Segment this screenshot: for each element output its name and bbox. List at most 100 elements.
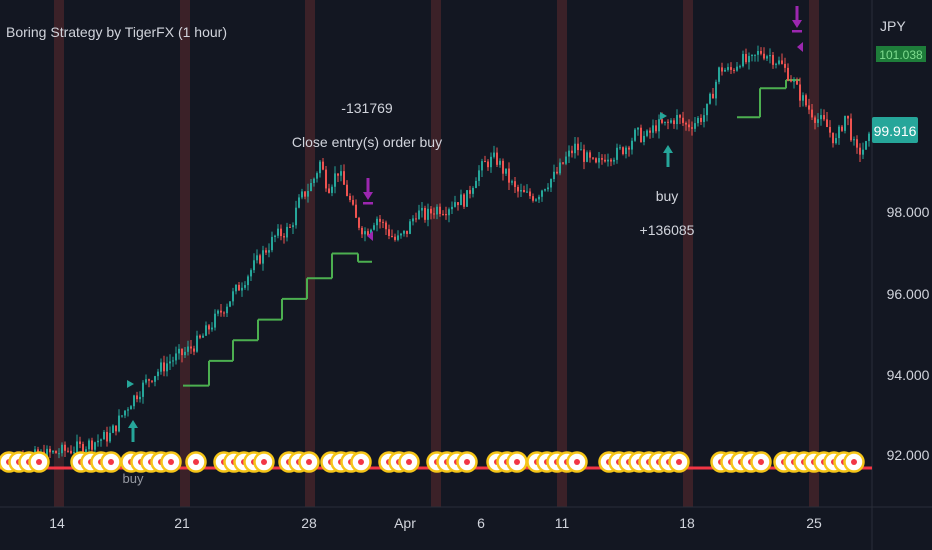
candle-body xyxy=(652,125,654,133)
candle-body xyxy=(436,206,438,215)
candle-body xyxy=(157,371,159,377)
candle-body xyxy=(811,109,813,118)
candle-body xyxy=(328,188,330,193)
candle-body xyxy=(319,161,321,174)
candle-body xyxy=(646,130,648,136)
candle-body xyxy=(550,179,552,188)
candle-body xyxy=(124,410,126,416)
candle-body xyxy=(262,250,264,264)
x-tick-label: 18 xyxy=(679,515,695,531)
candle-body xyxy=(583,149,585,162)
candle-body xyxy=(796,80,798,85)
candle-body xyxy=(664,121,666,123)
candle-body xyxy=(724,69,726,72)
candle-body xyxy=(850,118,852,141)
candle-body xyxy=(613,159,615,162)
candle-body xyxy=(742,53,744,67)
candle-body xyxy=(166,363,168,372)
candle-body xyxy=(274,235,276,237)
candle-body xyxy=(562,162,564,164)
candle-body xyxy=(733,69,735,71)
candle-body xyxy=(610,159,612,162)
candle-body xyxy=(499,160,501,165)
buy-arrow-icon xyxy=(128,420,138,442)
session-band xyxy=(557,0,567,507)
candle-body xyxy=(286,226,288,238)
candle-body xyxy=(196,335,198,352)
candle-body xyxy=(358,217,360,228)
candle-body xyxy=(307,191,309,197)
candle-body xyxy=(217,310,219,314)
candle-body xyxy=(289,226,291,228)
x-tick-label: Apr xyxy=(394,515,416,531)
y-tick-label: 98.000 xyxy=(887,204,930,220)
candle-body xyxy=(343,171,345,185)
candle-body xyxy=(469,190,471,194)
candle-body xyxy=(61,444,63,454)
candle-body xyxy=(601,158,603,160)
candle-body xyxy=(478,170,480,181)
candle-body xyxy=(370,229,372,236)
candle-body xyxy=(340,171,342,176)
candle-body xyxy=(859,147,861,155)
candle-body xyxy=(457,202,459,206)
candle-body xyxy=(391,235,393,237)
candle-body xyxy=(481,161,483,171)
candle-body xyxy=(523,189,525,193)
x-tick-label: 21 xyxy=(174,515,190,531)
candle-body xyxy=(841,126,843,131)
candle-body xyxy=(364,231,366,235)
y-tick-label: 92.000 xyxy=(887,447,930,463)
signal-circle-dot xyxy=(306,459,312,465)
candle-body xyxy=(649,130,651,133)
candle-body xyxy=(91,440,93,450)
candle-body xyxy=(100,439,102,441)
candle-body xyxy=(451,206,453,210)
candle-body xyxy=(520,189,522,192)
candle-body xyxy=(793,80,795,82)
y-tick-label: 94.000 xyxy=(887,367,930,383)
entry-flag-icon xyxy=(660,112,667,120)
candle-body xyxy=(349,195,351,200)
candle-body xyxy=(820,115,822,120)
candle-body xyxy=(778,60,780,64)
candle-body xyxy=(265,250,267,253)
candle-body xyxy=(388,229,390,236)
signal-circle-dot xyxy=(261,459,267,465)
candle-body xyxy=(592,157,594,159)
candle-body xyxy=(301,191,303,198)
candle-body xyxy=(337,173,339,176)
candle-body xyxy=(784,63,786,68)
candle-body xyxy=(745,53,747,63)
candle-body xyxy=(214,313,216,328)
entry-flag-icon xyxy=(127,380,134,388)
candle-body xyxy=(373,225,375,230)
candle-body xyxy=(598,158,600,163)
candle-body xyxy=(277,228,279,236)
exit-arrow-icon xyxy=(792,6,802,28)
candle-body xyxy=(334,173,336,187)
candle-body xyxy=(208,325,210,330)
candle-body xyxy=(142,382,144,397)
exit-bar xyxy=(792,30,802,33)
candle-body xyxy=(454,202,456,207)
candle-body xyxy=(223,312,225,314)
candle-body xyxy=(109,432,111,442)
signal-circle-dot xyxy=(464,459,470,465)
candle-body xyxy=(178,348,180,354)
candle-body xyxy=(64,444,66,451)
candle-body xyxy=(145,379,147,383)
session-band xyxy=(180,0,190,507)
exit-arrow-icon xyxy=(363,178,373,200)
signal-circle-dot xyxy=(676,459,682,465)
candle-body xyxy=(430,208,432,214)
candle-body xyxy=(82,444,84,454)
candle-body xyxy=(202,335,204,338)
candle-body xyxy=(556,171,558,174)
candle-body xyxy=(76,441,78,453)
candle-body xyxy=(517,186,519,192)
candle-body xyxy=(529,191,531,197)
candle-body xyxy=(448,209,450,216)
candle-body xyxy=(472,187,474,194)
candle-body xyxy=(151,380,153,382)
